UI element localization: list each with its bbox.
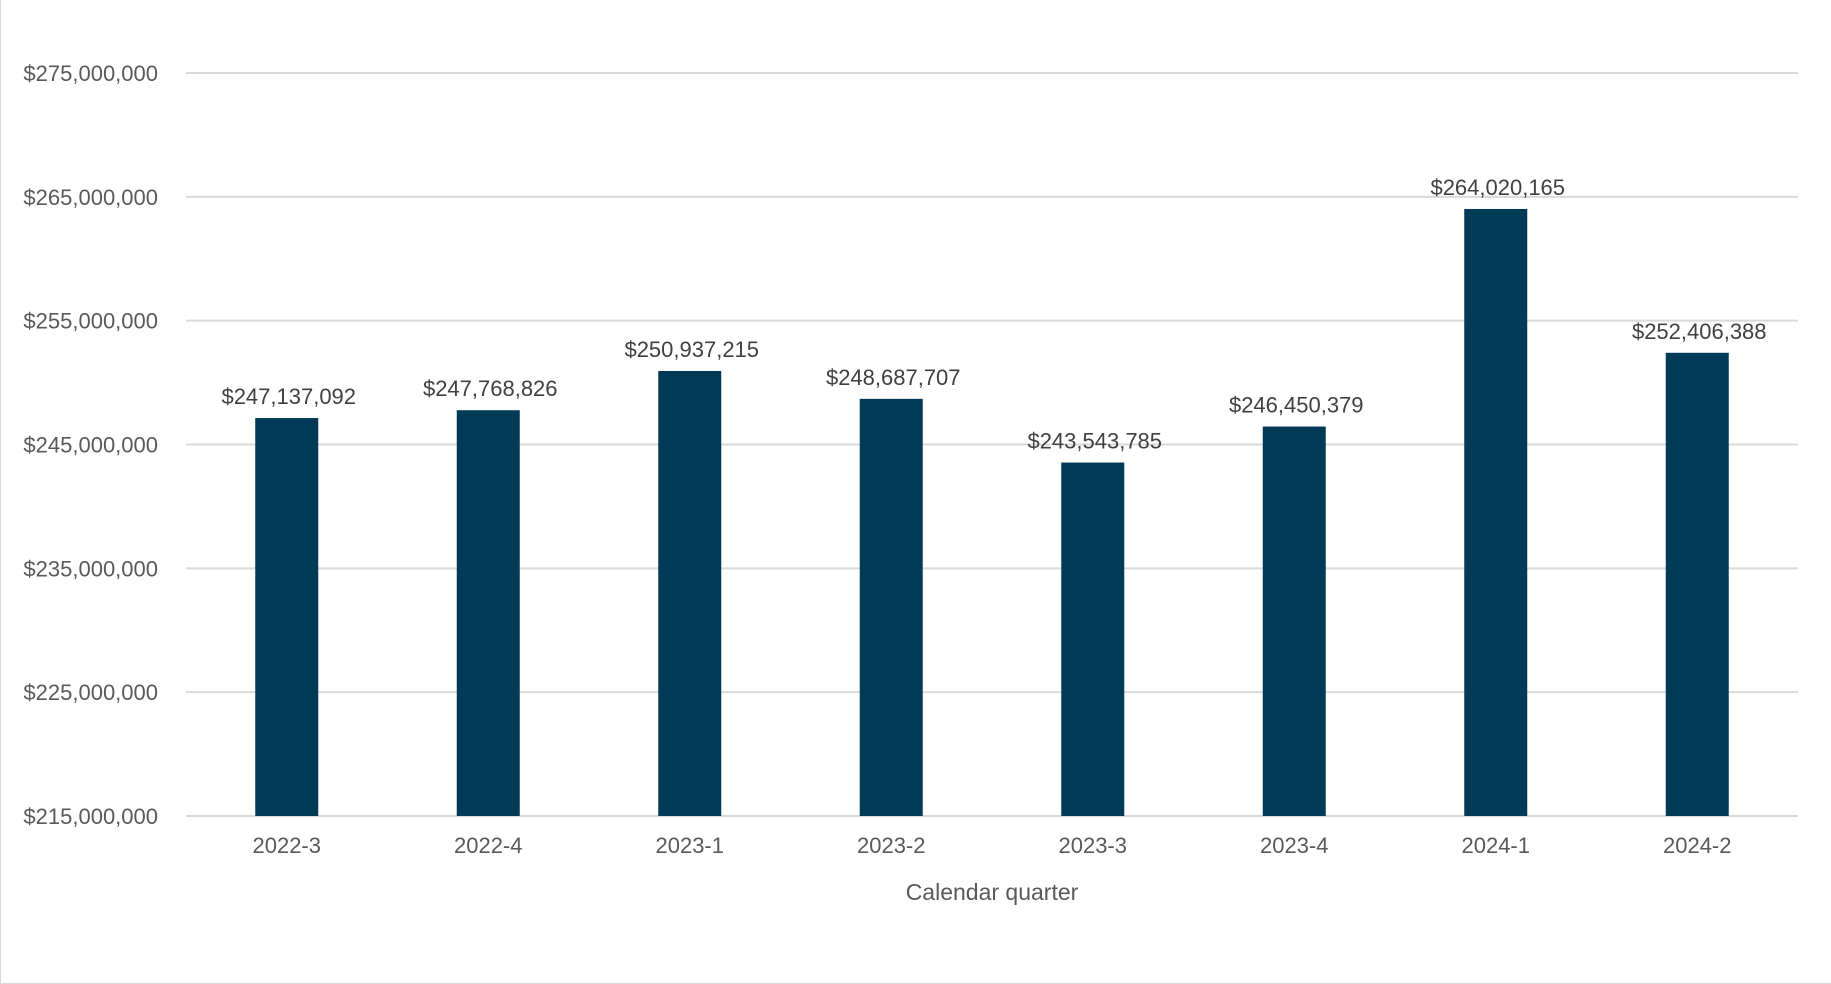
x-axis-tick-labels: 2022-3 2022-4 2023-1 2023-2 2023-3 2023-4 2024… (252, 833, 1731, 858)
data-label: $250,937,215 (624, 337, 759, 362)
bar (1061, 462, 1125, 816)
data-label: $248,687,707 (826, 365, 961, 390)
bar (1464, 208, 1528, 817)
bar (859, 398, 923, 816)
data-label: $243,543,785 (1027, 429, 1162, 454)
y-tick-label: $275,000,000 (23, 61, 158, 86)
bar (658, 370, 722, 816)
bar (456, 410, 520, 816)
y-tick-label: $255,000,000 (23, 309, 158, 334)
y-tick-label: $215,000,000 (23, 804, 158, 829)
data-label: $247,768,826 (423, 376, 558, 401)
x-tick-label: 2023-2 (857, 833, 926, 858)
bar (1262, 426, 1326, 816)
y-tick-label: $245,000,000 (23, 433, 158, 458)
bar (255, 418, 319, 816)
y-axis-tick-labels: $215,000,000 $225,000,000 $235,000,000 $245… (23, 61, 158, 829)
x-tick-label: 2024-2 (1663, 833, 1732, 858)
x-tick-label: 2023-4 (1260, 833, 1329, 858)
data-label: $246,450,379 (1229, 393, 1364, 418)
x-tick-label: 2023-3 (1058, 833, 1127, 858)
gridlines (186, 72, 1798, 817)
x-tick-label: 2022-3 (252, 833, 321, 858)
data-labels: $247,137,092 $247,768,826 $250,937,215 $248… (221, 175, 1766, 454)
y-tick-label: $265,000,000 (23, 185, 158, 210)
x-tick-label: 2022-4 (454, 833, 523, 858)
x-tick-label: 2024-1 (1461, 833, 1530, 858)
y-tick-label: $225,000,000 (23, 680, 158, 705)
x-axis-title: Calendar quarter (906, 879, 1079, 905)
x-tick-label: 2023-1 (655, 833, 724, 858)
bar (1665, 352, 1729, 816)
data-label: $264,020,165 (1430, 175, 1565, 200)
data-label: $247,137,092 (221, 384, 356, 409)
y-tick-label: $235,000,000 (23, 556, 158, 581)
bars (255, 208, 1729, 817)
data-label: $252,406,388 (1632, 319, 1767, 344)
